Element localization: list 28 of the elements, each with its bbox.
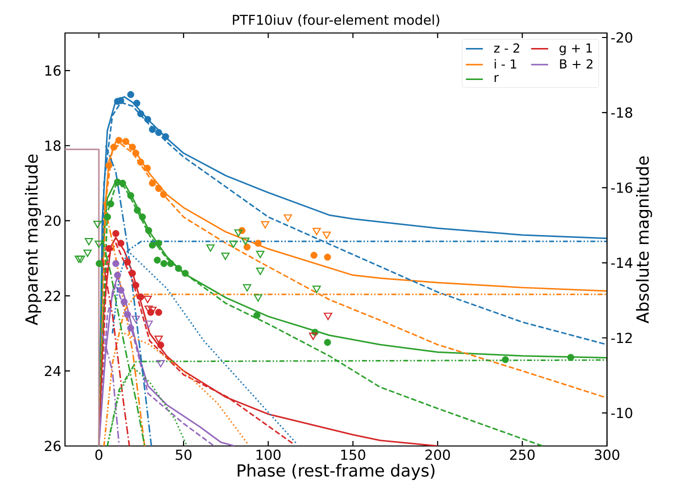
y-axis-title: Apparent magnitude [24,154,42,326]
x-tick-label: 100 [256,450,281,460]
x-tick-label: 250 [510,450,535,460]
x-tick-label: 0 [95,450,102,460]
y2-tick-label: -12 [611,332,632,344]
y2-tick-label: -18 [611,107,632,118]
legend-label: z - 2 [494,43,520,53]
y2-tick-label: -16 [611,182,632,193]
x-tick-label: 200 [425,450,450,460]
y-tick-label: 26 [44,440,61,452]
y-tick-label: 16 [45,65,61,76]
x-tick-label: 150 [341,450,366,460]
legend-label: B + 2 [560,59,592,68]
y2-tick-label: -14 [611,258,632,268]
x-axis-title: Phase (rest-frame days) [238,464,434,480]
legend-label: g + 1 [560,43,592,56]
y-tick-label: 20 [44,215,61,226]
x-tick-label: 300 [594,450,620,460]
y-tick-label: 18 [45,140,61,151]
y2-axis-title: Absolute magnitude [636,156,652,324]
y2-tick-label: -20 [611,32,632,43]
legend-label: i - 1 [494,59,516,69]
legend-label: r [494,75,499,82]
y-tick-label: 24 [44,366,61,376]
chart-title: PTF10iuv (four-element model) [232,14,440,27]
x-tick-label: 50 [176,450,192,460]
y-tick-label: 22 [44,290,60,301]
y2-tick-label: -10 [611,408,632,418]
